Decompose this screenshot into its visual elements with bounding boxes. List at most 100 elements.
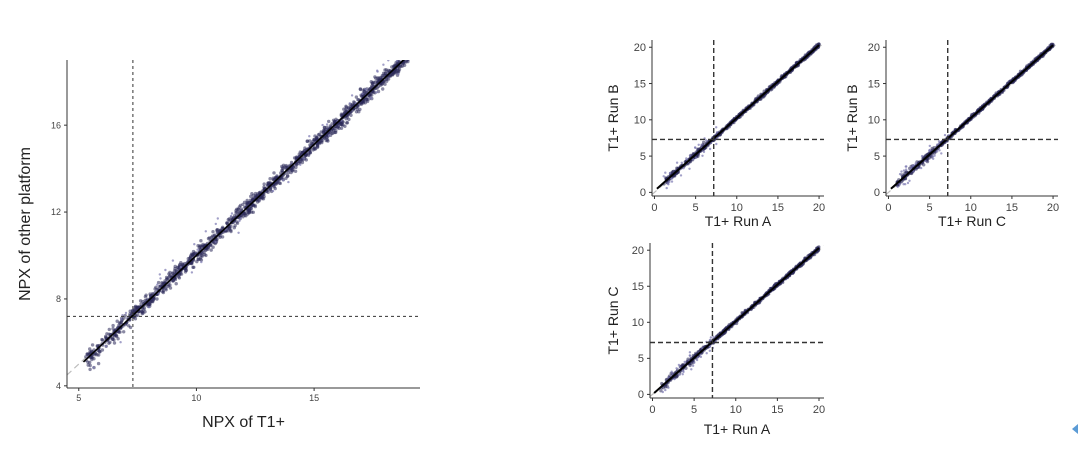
outlier-point (681, 373, 684, 376)
outlier-point (708, 147, 712, 151)
data-point (334, 130, 338, 135)
data-point (201, 242, 205, 247)
x-tick-label: 10 (731, 202, 743, 214)
x-tick-label: 15 (772, 202, 784, 214)
outlier-point (912, 170, 915, 173)
outlier-point (678, 373, 681, 376)
outlier-point (204, 230, 207, 233)
data-point (200, 251, 204, 255)
outlier-point (708, 338, 712, 342)
outlier-point (936, 150, 939, 153)
data-point (171, 279, 175, 283)
data-point (192, 265, 196, 269)
data-point (192, 252, 196, 257)
x-axis-label: T1+ Run A (705, 213, 772, 229)
data-point (235, 220, 239, 224)
data-point (235, 210, 239, 214)
x-axis-label: NPX of T1+ (202, 414, 285, 431)
data-point (271, 176, 275, 180)
y-axis-label: T1+ Run B (844, 84, 860, 151)
data-point (406, 60, 410, 64)
outlier-point (704, 139, 708, 142)
data-point (406, 51, 409, 54)
data-point (403, 55, 406, 58)
data-point (97, 353, 101, 357)
fit-line (653, 247, 820, 394)
y-tick-label: 0 (874, 187, 880, 199)
outlier-point (171, 259, 175, 262)
x-tick-label: 0 (651, 202, 657, 214)
outlier-point (321, 123, 324, 127)
data-point (195, 259, 199, 264)
outlier-point (216, 217, 219, 220)
data-point (220, 235, 225, 239)
data-point (183, 270, 188, 274)
y-tick-label: 5 (638, 353, 644, 365)
data-point (268, 177, 272, 181)
outlier-point (679, 174, 683, 177)
data-point (117, 330, 121, 334)
data-point (370, 93, 374, 97)
data-point (107, 327, 112, 332)
outlier-point (712, 335, 715, 338)
data-point (197, 246, 202, 250)
outlier-point (668, 180, 671, 184)
data-point (251, 193, 256, 198)
outlier-point (147, 306, 151, 309)
data-point (344, 117, 348, 121)
outlier-point (924, 159, 927, 163)
x-tick-label: 5 (691, 404, 697, 416)
data-point (210, 234, 215, 238)
data-point (199, 239, 203, 243)
data-point (127, 324, 131, 328)
data-point (135, 305, 139, 310)
y-tick-label: 20 (868, 42, 880, 54)
outlier-point (382, 63, 385, 66)
data-point (116, 337, 120, 341)
data-point (247, 209, 251, 213)
data-point (111, 327, 115, 331)
data-point (111, 323, 115, 328)
plot-area (652, 40, 824, 196)
outlier-point (667, 386, 670, 389)
data-point (88, 347, 92, 351)
outlier-point (697, 143, 700, 146)
data-point (122, 330, 126, 334)
outlier-point (928, 149, 931, 152)
data-point (381, 74, 385, 78)
y-tick-label: 15 (868, 78, 880, 90)
outlier-point (690, 368, 693, 371)
data-point (207, 236, 212, 240)
outlier-point (685, 157, 688, 160)
data-point (286, 170, 291, 175)
data-point (407, 54, 410, 57)
outlier-point (214, 240, 217, 244)
outlier-point (688, 354, 692, 357)
data-point (383, 82, 387, 86)
y-tick-label: 0 (640, 187, 646, 199)
data-point (209, 243, 213, 247)
outlier-point (229, 214, 233, 218)
data-point (262, 185, 266, 189)
outlier-point (670, 370, 673, 373)
outlier-point (696, 356, 700, 359)
outlier-point (898, 183, 902, 186)
outlier-point (679, 366, 682, 369)
data-point (100, 348, 105, 352)
x-tick-label: 20 (813, 202, 825, 214)
data-point (143, 295, 148, 299)
data-point (112, 341, 117, 345)
outlier-point (688, 154, 692, 157)
data-point (138, 299, 143, 303)
outlier-point (905, 165, 908, 168)
data-point (142, 306, 146, 310)
outlier-point (159, 277, 162, 280)
data-point (388, 73, 393, 77)
chart-panel-c-vs-a: 0 5 10 15 20 0 5 10 15 20 T1+ Run A T1+ Run C (605, 243, 825, 437)
outlier-point (909, 166, 913, 169)
outlier-point (700, 143, 703, 146)
data-point (262, 182, 266, 186)
outlier-point (936, 143, 939, 146)
outlier-point (671, 372, 674, 375)
outlier-point (906, 181, 910, 185)
